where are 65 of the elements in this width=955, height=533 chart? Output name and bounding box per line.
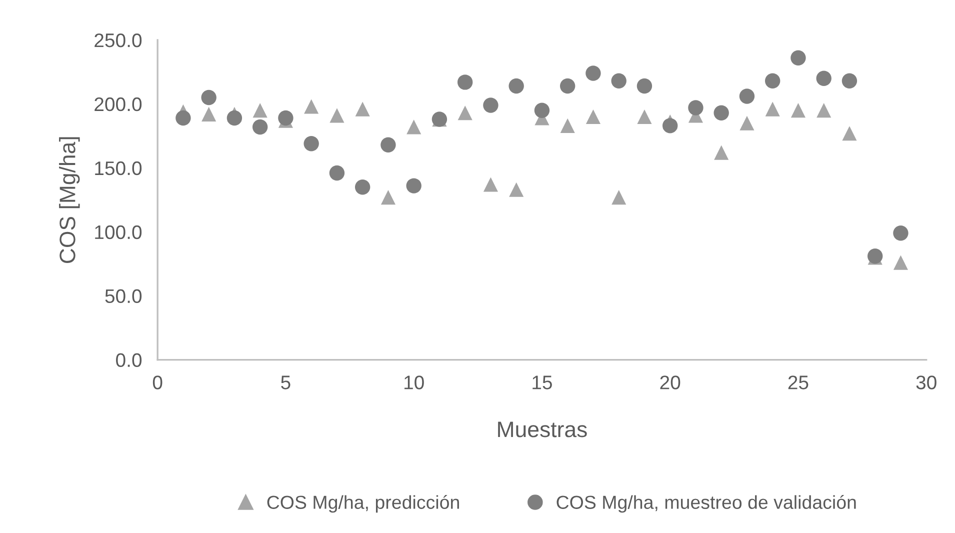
- point: [714, 105, 729, 120]
- point: [842, 126, 857, 141]
- point: [380, 190, 396, 205]
- point: [380, 137, 396, 152]
- y-tick-label: 250.0: [94, 33, 142, 48]
- point: [765, 102, 780, 116]
- point: [842, 73, 858, 89]
- point: [816, 70, 832, 86]
- x-tick-label: 20: [660, 376, 680, 390]
- point: [739, 88, 755, 104]
- y-tick-label: 200.0: [94, 97, 142, 112]
- point: [252, 103, 268, 118]
- point: [764, 73, 780, 89]
- point: [637, 109, 652, 124]
- point: [534, 102, 550, 118]
- point: [458, 106, 472, 120]
- point: [354, 179, 370, 195]
- point: [893, 226, 908, 241]
- point: [560, 118, 575, 133]
- point: [560, 78, 576, 94]
- point: [790, 103, 806, 118]
- legend-label: COS Mg/ha, predicción: [267, 494, 459, 513]
- y-tick-label: 100.0: [95, 225, 142, 240]
- point: [355, 102, 370, 116]
- x-tick-label: 25: [788, 376, 808, 390]
- point: [662, 118, 678, 134]
- point: [304, 136, 319, 152]
- point: [586, 66, 601, 81]
- point: [329, 165, 345, 181]
- x-tick-label: 10: [404, 376, 424, 390]
- x-tick-label: 0: [152, 376, 162, 390]
- point: [688, 100, 704, 116]
- point: [816, 103, 832, 118]
- point: [304, 99, 319, 114]
- x-axis-title: Muestras: [498, 422, 587, 438]
- point: [406, 178, 422, 194]
- point: [611, 73, 626, 89]
- point: [509, 182, 524, 197]
- point: [406, 120, 422, 134]
- point: [612, 190, 626, 205]
- point: [483, 98, 498, 113]
- legend-label: COS Mg/ha, muestreo de validación: [556, 494, 856, 513]
- point: [790, 50, 806, 66]
- point: [508, 78, 524, 94]
- point: [636, 78, 652, 94]
- point: [483, 177, 498, 192]
- y-tick-label: 0.0: [116, 353, 142, 368]
- point: [176, 110, 191, 126]
- point: [893, 255, 908, 270]
- point: [330, 108, 344, 123]
- x-tick-label: 15: [532, 376, 552, 390]
- y-axis-title: COS [Mg/ha]: [59, 137, 80, 263]
- point: [226, 110, 242, 126]
- y-tick-label: 50.0: [105, 289, 142, 304]
- point: [252, 119, 268, 135]
- point: [586, 109, 600, 124]
- point: [740, 116, 754, 130]
- x-tick-label: 5: [281, 376, 290, 390]
- point: [714, 145, 729, 160]
- point: [278, 110, 294, 126]
- point: [202, 106, 216, 122]
- point: [457, 74, 473, 90]
- y-tick-label: 150.0: [95, 161, 142, 176]
- point: [201, 90, 216, 106]
- x-tick-label: 30: [916, 376, 936, 390]
